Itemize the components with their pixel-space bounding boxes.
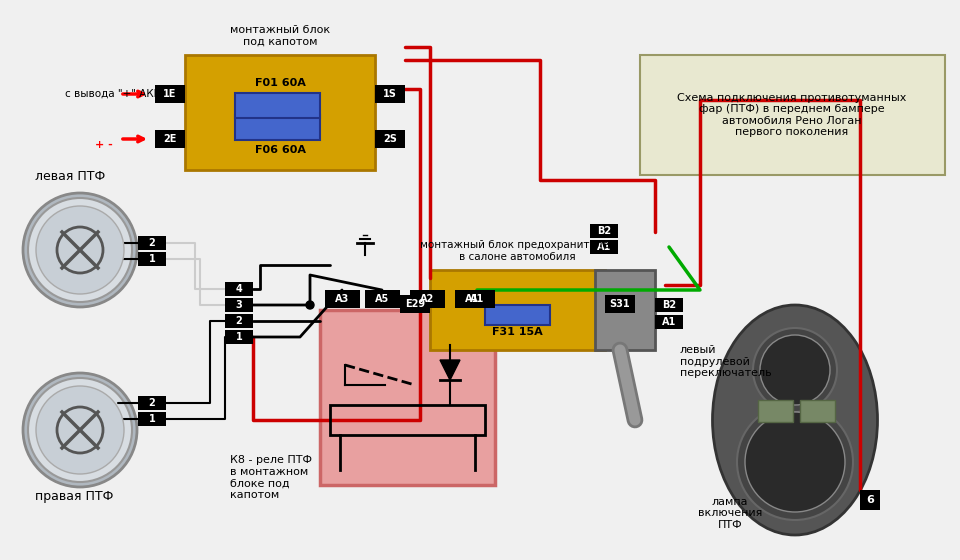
Circle shape: [23, 373, 137, 487]
Text: F01 60A: F01 60A: [254, 78, 305, 88]
Text: 2E: 2E: [163, 134, 177, 144]
Bar: [375, 85, 405, 103]
Bar: [590, 224, 618, 238]
Circle shape: [745, 412, 845, 512]
Bar: [400, 295, 430, 313]
Text: А5: А5: [375, 294, 390, 304]
Circle shape: [28, 198, 132, 302]
Bar: [235, 115, 320, 140]
Bar: [138, 236, 166, 250]
Text: А2: А2: [420, 294, 435, 304]
Bar: [758, 400, 793, 422]
Bar: [235, 93, 320, 118]
Circle shape: [36, 386, 124, 474]
Bar: [225, 314, 253, 328]
Text: Схема подключения противотуманных
фар (ПТФ) в переднем бампере
автомобиля Рено Л: Схема подключения противотуманных фар (П…: [678, 92, 906, 137]
Text: А1: А1: [661, 317, 676, 327]
Bar: [225, 282, 253, 296]
Text: 4: 4: [235, 284, 242, 294]
Bar: [155, 85, 185, 103]
Bar: [460, 290, 495, 308]
Bar: [595, 270, 655, 350]
Bar: [185, 55, 375, 170]
Bar: [860, 490, 880, 510]
Text: 1E: 1E: [163, 89, 177, 99]
Circle shape: [23, 193, 137, 307]
Bar: [430, 270, 605, 350]
Text: S31: S31: [610, 299, 631, 309]
Bar: [320, 310, 495, 485]
Text: 2: 2: [235, 316, 242, 326]
Text: монтажный блок предохранителей
в салоне автомобиля: монтажный блок предохранителей в салоне …: [420, 240, 615, 262]
Bar: [225, 298, 253, 312]
Text: А1: А1: [470, 294, 485, 304]
Bar: [325, 290, 360, 308]
Text: правая ПТФ: правая ПТФ: [35, 490, 113, 503]
Bar: [590, 240, 618, 254]
Text: 6: 6: [866, 495, 874, 505]
Bar: [605, 295, 635, 313]
Circle shape: [760, 335, 830, 405]
Text: F06 60A: F06 60A: [254, 145, 305, 155]
Text: + -: + -: [95, 140, 112, 150]
Bar: [155, 130, 185, 148]
Bar: [655, 315, 683, 329]
Text: 1: 1: [149, 414, 156, 424]
Bar: [455, 290, 490, 308]
Text: А1: А1: [466, 294, 480, 304]
Text: 1: 1: [235, 332, 242, 342]
Text: монтажный блок
под капотом: монтажный блок под капотом: [230, 25, 330, 46]
Circle shape: [28, 378, 132, 482]
Circle shape: [36, 206, 124, 294]
Text: 3: 3: [235, 300, 242, 310]
Bar: [365, 290, 400, 308]
Bar: [330, 405, 485, 435]
Bar: [655, 298, 683, 312]
Bar: [138, 396, 166, 410]
Text: К8 - реле ПТФ
в монтажном
блоке под
капотом: К8 - реле ПТФ в монтажном блоке под капо…: [230, 455, 312, 500]
Text: 2S: 2S: [383, 134, 396, 144]
Bar: [375, 130, 405, 148]
Text: В2: В2: [597, 226, 612, 236]
Circle shape: [737, 404, 853, 520]
Text: 2: 2: [149, 398, 156, 408]
Bar: [800, 400, 835, 422]
Text: F31 15A: F31 15A: [492, 327, 542, 337]
Text: А3: А3: [335, 294, 349, 304]
Bar: [225, 330, 253, 344]
Text: 1S: 1S: [383, 89, 396, 99]
Text: E29: E29: [405, 299, 425, 309]
Text: 2: 2: [149, 238, 156, 248]
Ellipse shape: [712, 305, 877, 535]
Text: с вывода "+" АКБ: с вывода "+" АКБ: [65, 89, 160, 99]
Polygon shape: [440, 360, 460, 380]
Bar: [138, 252, 166, 266]
Text: В2: В2: [662, 300, 676, 310]
Circle shape: [753, 328, 837, 412]
Text: левая ПТФ: левая ПТФ: [35, 170, 106, 183]
Bar: [138, 412, 166, 426]
Bar: [410, 290, 445, 308]
Circle shape: [306, 301, 314, 309]
Text: лампа
включения
ПТФ: лампа включения ПТФ: [698, 497, 762, 530]
Text: левый
подрулевой
переключатель: левый подрулевой переключатель: [680, 345, 772, 378]
Bar: [640, 55, 945, 175]
Text: А1: А1: [597, 242, 612, 252]
Text: 1: 1: [149, 254, 156, 264]
Bar: [485, 305, 550, 325]
